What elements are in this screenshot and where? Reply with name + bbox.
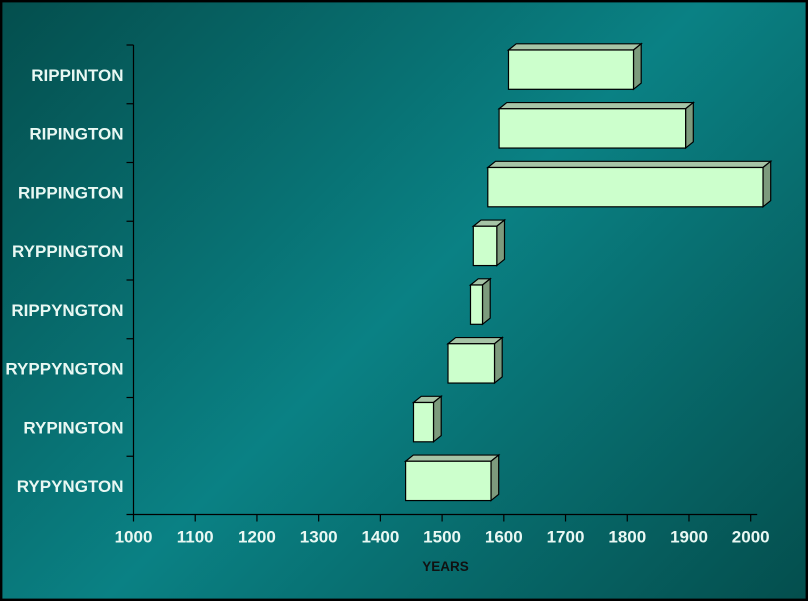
- svg-text:RIPPINTON: RIPPINTON: [31, 66, 123, 85]
- svg-text:1700: 1700: [547, 528, 585, 547]
- svg-text:2000: 2000: [732, 528, 770, 547]
- svg-text:RIPPINGTON: RIPPINGTON: [18, 183, 123, 202]
- svg-text:RYPPYNGTON: RYPPYNGTON: [5, 360, 123, 379]
- svg-text:1100: 1100: [177, 528, 214, 547]
- svg-text:1600: 1600: [485, 528, 523, 547]
- svg-text:1800: 1800: [608, 528, 646, 547]
- svg-text:1200: 1200: [238, 528, 276, 547]
- svg-text:RYPINGTON: RYPINGTON: [23, 418, 123, 437]
- svg-text:1000: 1000: [115, 528, 153, 547]
- svg-text:1900: 1900: [670, 528, 708, 547]
- svg-text:RYPPINGTON: RYPPINGTON: [12, 242, 123, 261]
- svg-text:1500: 1500: [423, 528, 461, 547]
- svg-text:1300: 1300: [300, 528, 338, 547]
- svg-text:YEARS: YEARS: [422, 559, 469, 574]
- svg-text:RIPPYNGTON: RIPPYNGTON: [11, 301, 123, 320]
- svg-text:RIPINGTON: RIPINGTON: [29, 125, 123, 144]
- svg-text:RYPYNGTON: RYPYNGTON: [17, 477, 124, 496]
- svg-text:1400: 1400: [361, 528, 399, 547]
